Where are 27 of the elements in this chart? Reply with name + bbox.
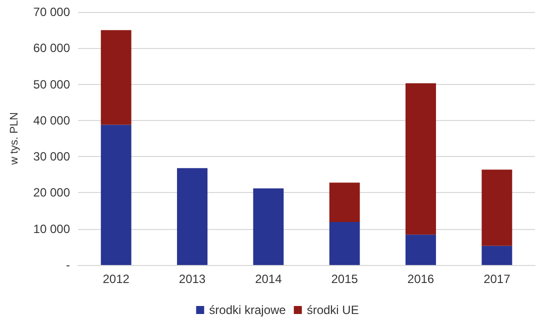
y-axis-title: w tys. PLN: [8, 112, 20, 166]
bar: [406, 234, 436, 265]
y-tick-label: 10 000: [33, 222, 70, 236]
y-tick-label: 30 000: [33, 150, 70, 164]
y-tick-label: -: [66, 258, 70, 272]
bar: [406, 83, 436, 235]
bar: [253, 188, 284, 265]
x-tick-label: 2017: [484, 272, 511, 286]
y-tick-label: 40 000: [33, 113, 70, 128]
x-tick-label: 2014: [255, 272, 282, 286]
bar: [100, 124, 132, 265]
x-tick-label: 2016: [407, 272, 434, 286]
y-tick-label: 60 000: [33, 41, 70, 56]
x-tick-label: 2012: [102, 272, 130, 286]
bar: [100, 30, 132, 125]
bar: [177, 168, 208, 265]
y-tick-label: 20 000: [33, 186, 70, 200]
x-tick-label: 2015: [331, 272, 358, 286]
bar: [482, 170, 512, 246]
y-tick-label: 70 000: [33, 5, 70, 19]
bar: [329, 182, 360, 222]
x-tick-label: 2013: [178, 272, 206, 286]
bar: [329, 222, 360, 265]
legend-label: środki UE: [306, 303, 359, 317]
y-tick-label: 50 000: [33, 77, 70, 92]
bar: [482, 246, 512, 265]
legend-label: środki krajowe: [209, 303, 286, 317]
